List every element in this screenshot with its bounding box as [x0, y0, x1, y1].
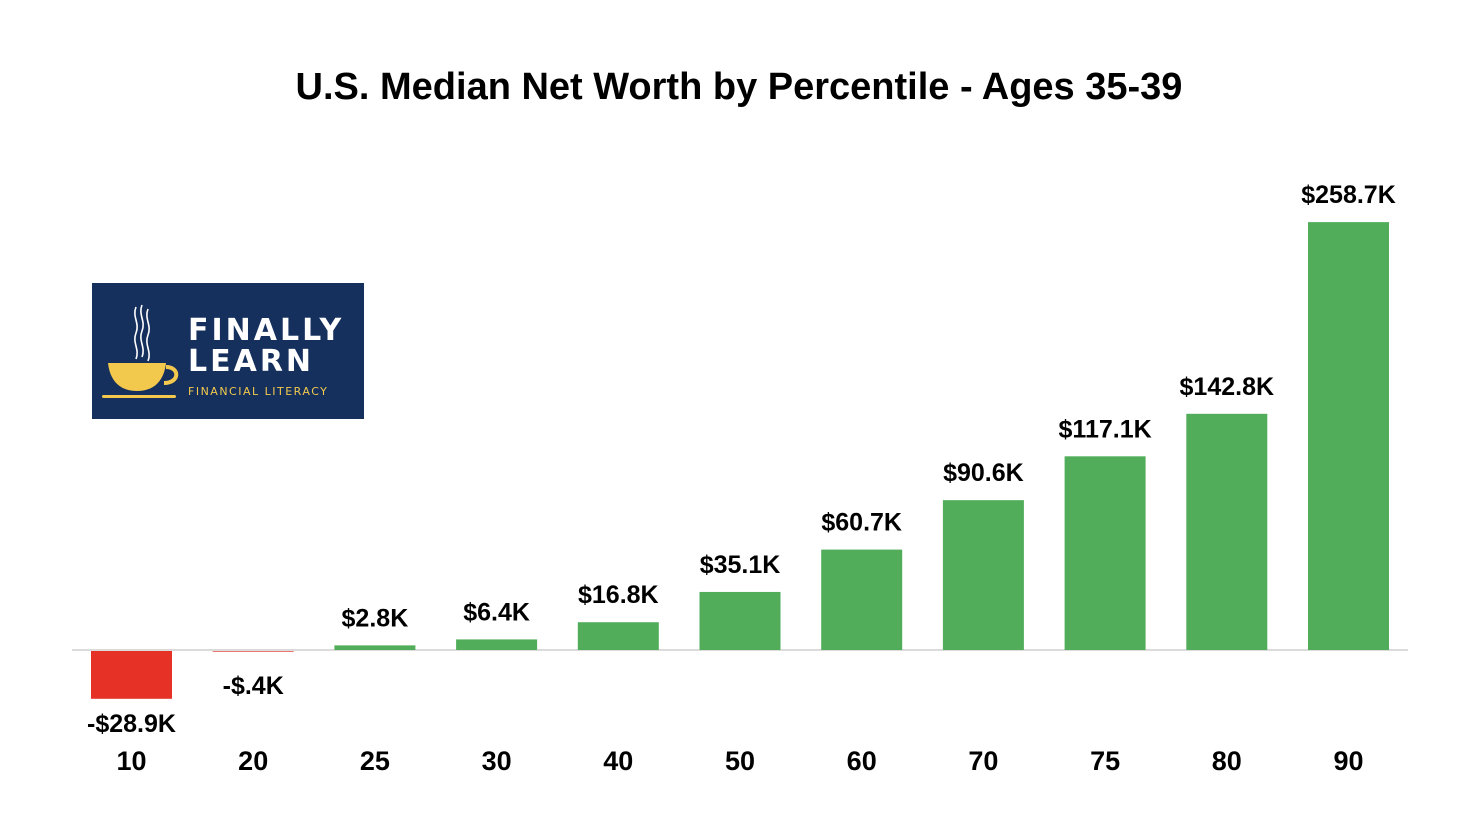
bar-25	[334, 645, 416, 650]
bar-75	[1064, 456, 1146, 650]
tick-label-60: 60	[847, 746, 877, 776]
data-label-50: $35.1K	[700, 551, 781, 579]
bar-80	[1186, 413, 1268, 650]
data-label-30: $6.4K	[463, 598, 530, 626]
tick-label-10: 10	[116, 746, 146, 776]
bar-20	[212, 651, 294, 652]
tick-label-20: 20	[238, 746, 268, 776]
bar-10	[91, 651, 172, 699]
logo-tagline: FINANCIAL LITERACY	[188, 385, 329, 398]
logo-line2: LEARN	[188, 344, 315, 379]
tick-label-40: 40	[603, 746, 633, 776]
tick-label-90: 90	[1333, 746, 1363, 776]
tick-label-75: 75	[1090, 746, 1120, 776]
data-label-20: -$.4K	[223, 672, 284, 700]
tick-label-70: 70	[968, 746, 998, 776]
bar-90	[1308, 222, 1389, 650]
logo-line1: FINALLY	[188, 313, 345, 348]
data-label-70: $90.6K	[943, 459, 1024, 487]
data-label-60: $60.7K	[821, 509, 902, 537]
tick-label-80: 80	[1212, 746, 1242, 776]
bar-50	[699, 591, 781, 650]
data-label-75: $117.1K	[1059, 415, 1152, 443]
data-label-10: -$28.9K	[87, 710, 176, 738]
data-label-40: $16.8K	[578, 581, 659, 609]
tick-label-50: 50	[725, 746, 755, 776]
finally-learn-logo: FINALLY LEARN FINANCIAL LITERACY	[92, 283, 364, 419]
bar-30	[456, 639, 538, 650]
bar-40	[577, 622, 659, 650]
tick-label-30: 30	[482, 746, 512, 776]
data-label-80: $142.8K	[1180, 373, 1275, 401]
bar-60	[821, 549, 903, 650]
data-label-90: $258.7K	[1301, 181, 1396, 209]
bar-70	[942, 500, 1024, 650]
data-label-25: $2.8K	[342, 604, 409, 632]
tick-label-25: 25	[360, 746, 390, 776]
coffee-cup-icon	[102, 304, 179, 398]
chart-title: U.S. Median Net Worth by Percentile - Ag…	[295, 66, 1183, 108]
